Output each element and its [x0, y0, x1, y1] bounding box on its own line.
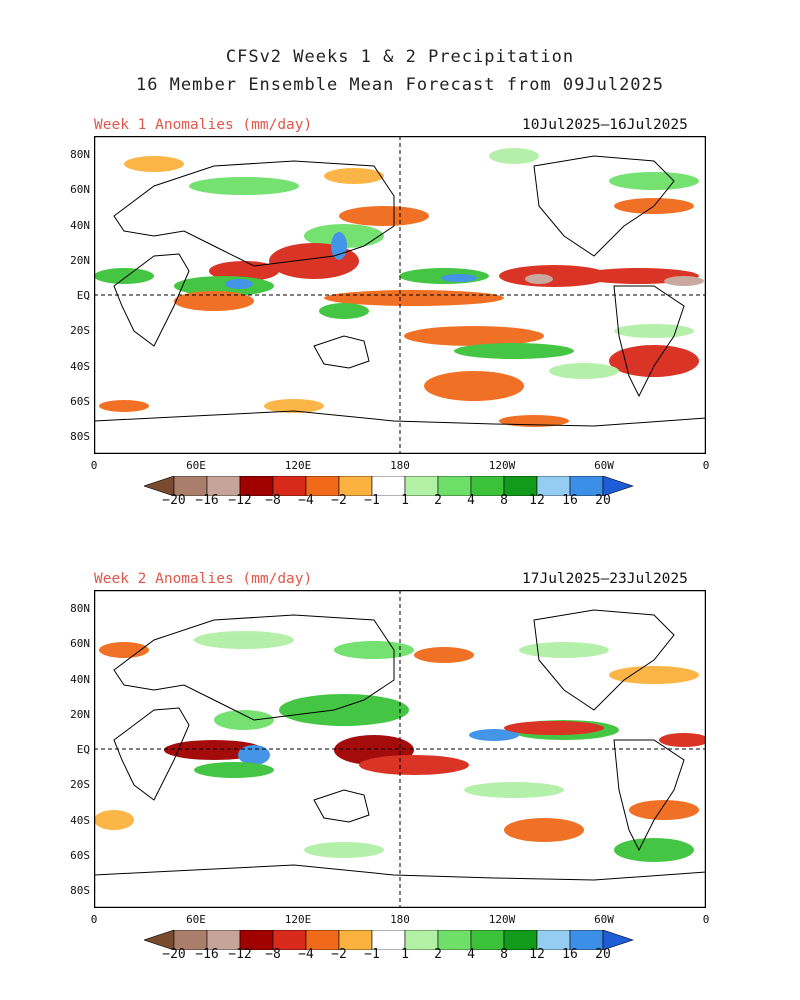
colorbar-label: 16	[562, 493, 578, 508]
panel2-dates: 17Jul2025—23Jul2025	[522, 571, 688, 587]
p2-lat-EQ: EQ	[76, 743, 90, 756]
p2-lon-120E: 120E	[284, 913, 312, 926]
p2-lon-120W: 120W	[488, 913, 516, 926]
p2-lat-80N: 80N	[70, 602, 90, 615]
colorbar-label: 12	[529, 493, 545, 508]
p1-lon-60W: 60W	[594, 459, 614, 472]
p1-lat-60S: 60S	[70, 395, 90, 408]
colorbar-label: −1	[364, 493, 380, 508]
p2-lat-60N: 60N	[70, 637, 90, 650]
panel1-label: Week 1 Anomalies (mm/day)	[94, 117, 313, 133]
p2-lat-20S: 20S	[70, 778, 90, 791]
colorbar-label: −8	[265, 493, 281, 508]
colorbar-week1	[144, 476, 634, 496]
p2-lon-60W: 60W	[594, 913, 614, 926]
colorbar-label: 4	[467, 493, 475, 508]
p2-lat-20N: 20N	[70, 708, 90, 721]
p1-lat-80N: 80N	[70, 148, 90, 161]
p2-lat-80S: 80S	[70, 884, 90, 897]
p1-lat-EQ: EQ	[76, 289, 90, 302]
p2-lat-40S: 40S	[70, 814, 90, 827]
colorbar-label: 2	[434, 493, 442, 508]
p1-lon-0: 0	[90, 459, 98, 472]
colorbar-label: −4	[298, 493, 314, 508]
colorbar-label: −20	[162, 947, 186, 962]
colorbar-label: −12	[228, 493, 252, 508]
colorbar-label: 8	[500, 493, 508, 508]
p1-lon-0-end: 0	[702, 459, 710, 472]
p2-lon-180: 180	[390, 913, 410, 926]
p1-lon-120W: 120W	[488, 459, 516, 472]
colorbar-label: 20	[595, 493, 611, 508]
colorbar-label: −12	[228, 947, 252, 962]
colorbar-swatch	[602, 476, 634, 496]
colorbar-label: 16	[562, 947, 578, 962]
colorbar-label: 1	[401, 493, 409, 508]
colorbar-label: −16	[195, 493, 219, 508]
p1-lon-180: 180	[390, 459, 410, 472]
p2-lon-60E: 60E	[186, 913, 206, 926]
colorbar-label: −2	[331, 493, 347, 508]
p2-lon-0-end: 0	[702, 913, 710, 926]
map-week1	[94, 136, 706, 454]
colorbar-label: −2	[331, 947, 347, 962]
p2-lat-60S: 60S	[70, 849, 90, 862]
p1-lat-40N: 40N	[70, 219, 90, 232]
p2-lat-40N: 40N	[70, 673, 90, 686]
p1-lat-20N: 20N	[70, 254, 90, 267]
colorbar-swatch	[602, 930, 634, 950]
p1-lon-60E: 60E	[186, 459, 206, 472]
colorbar-label: −1	[364, 947, 380, 962]
colorbar-label: 20	[595, 947, 611, 962]
colorbar-label: 12	[529, 947, 545, 962]
colorbar-week2	[144, 930, 634, 950]
p1-lat-80S: 80S	[70, 430, 90, 443]
colorbar-label: −20	[162, 493, 186, 508]
title-line-2: 16 Member Ensemble Mean Forecast from 09…	[135, 75, 665, 95]
panel1-dates: 10Jul2025—16Jul2025	[522, 117, 688, 133]
title-line-1: CFSv2 Weeks 1 & 2 Precipitation	[225, 47, 575, 67]
colorbar-label: 2	[434, 947, 442, 962]
p1-lat-20S: 20S	[70, 324, 90, 337]
colorbar-label: 1	[401, 947, 409, 962]
colorbar-label: −16	[195, 947, 219, 962]
colorbar-label: 4	[467, 947, 475, 962]
p1-lat-40S: 40S	[70, 360, 90, 373]
p1-lon-120E: 120E	[284, 459, 312, 472]
colorbar-label: −8	[265, 947, 281, 962]
colorbar-label: 8	[500, 947, 508, 962]
p1-lat-60N: 60N	[70, 183, 90, 196]
panel2-label: Week 2 Anomalies (mm/day)	[94, 571, 313, 587]
map-week2	[94, 590, 706, 908]
colorbar-label: −4	[298, 947, 314, 962]
p2-lon-0: 0	[90, 913, 98, 926]
